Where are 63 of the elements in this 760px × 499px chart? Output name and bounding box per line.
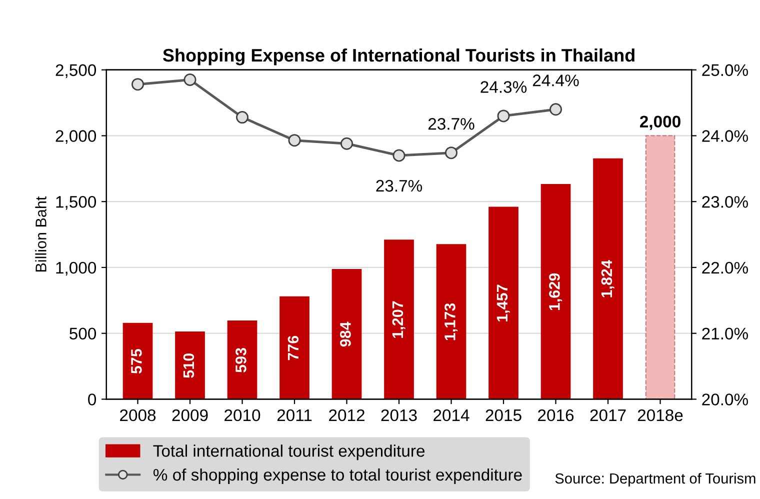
y-tick-label: 1,000 (56, 262, 96, 276)
point (132, 78, 144, 91)
bar (540, 184, 571, 400)
bar (175, 331, 205, 400)
data-label: 1,207 (392, 301, 406, 338)
point (288, 134, 301, 147)
legend-label: % of shopping expense to total tourist expenditure (153, 468, 522, 484)
point (497, 110, 510, 122)
y2-tick-label: 20.0% (702, 394, 748, 406)
data-label: 1,629 (549, 273, 562, 310)
point (236, 111, 248, 124)
data-label: 2,000 (640, 116, 680, 130)
x-tick-label: 2018e (638, 409, 683, 422)
x-tick-label: 2012 (329, 409, 364, 422)
y-tick-label: 1,500 (56, 196, 96, 210)
source-note: Source: Department of Tourism (555, 472, 756, 487)
bar (384, 240, 414, 400)
point (550, 103, 562, 116)
y-tick-label: 2,500 (56, 64, 96, 78)
y2-tick-label: 24.0% (702, 130, 748, 142)
y-axis-title: Billion Baht (35, 196, 46, 272)
y2-tick-label: 21.0% (702, 328, 748, 340)
y2-tick-label: 22.0% (702, 262, 748, 274)
x-tick-label: 2011 (277, 409, 312, 422)
bar (645, 135, 676, 400)
x-tick-label: 2017 (590, 409, 626, 422)
data-label: 776 (288, 336, 299, 360)
x-tick-label: 2009 (172, 409, 208, 422)
data-label: 23.7% (376, 180, 422, 192)
data-label: 575 (131, 349, 142, 374)
data-label: 984 (340, 322, 351, 347)
x-tick-label: 2013 (381, 409, 417, 422)
data-label: 23.7% (428, 118, 474, 130)
y2-tick-label: 23.0% (702, 196, 748, 208)
point (340, 137, 353, 150)
bar (488, 206, 518, 400)
y-tick-label: 2,000 (56, 130, 96, 144)
bar (122, 322, 153, 400)
legend-label: Total international tourist expenditure (153, 444, 425, 460)
x-tick-label: 2008 (120, 409, 156, 422)
data-label: 1,173 (444, 303, 458, 340)
data-label: 24.3% (480, 81, 527, 93)
chart-title: Shopping Expense of International Tourists in Thailand (162, 48, 634, 66)
y-tick-label: 500 (70, 328, 96, 340)
bar (593, 158, 623, 400)
x-tick-label: 2015 (486, 409, 522, 422)
point (445, 146, 458, 160)
data-label: 510 (183, 353, 194, 378)
y2-tick-label: 25.0% (702, 64, 748, 76)
x-tick-label: 2010 (224, 409, 260, 422)
data-label: 593 (236, 348, 246, 372)
data-label: 1,457 (496, 284, 510, 322)
x-tick-label: 2014 (434, 409, 470, 422)
bar (227, 320, 258, 400)
bar (332, 269, 362, 400)
point (392, 149, 406, 162)
data-label: 1,824 (601, 260, 614, 298)
x-tick-label: 2016 (538, 409, 574, 422)
point (184, 73, 196, 86)
data-label: 24.4% (532, 74, 579, 86)
y-tick-label: 0 (88, 394, 96, 406)
bar (280, 296, 310, 400)
bar (436, 244, 466, 400)
